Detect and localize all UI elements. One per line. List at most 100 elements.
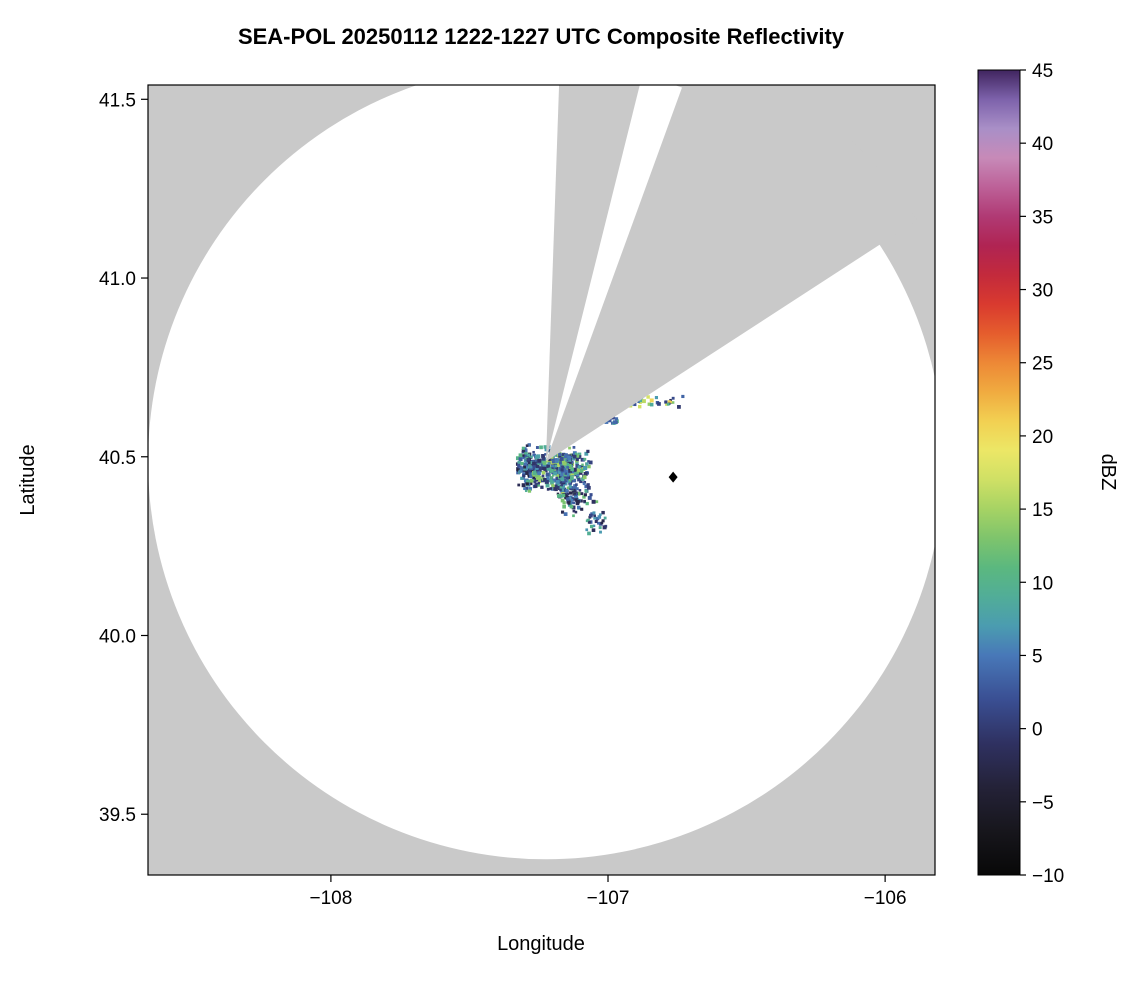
echo-pixel <box>577 477 581 482</box>
echo-pixel <box>563 465 567 469</box>
echo-pixel <box>515 456 520 461</box>
echo-pixel <box>562 468 567 473</box>
echo-pixel <box>584 451 589 456</box>
echo-pixel <box>575 487 579 491</box>
echo-pixel <box>519 466 524 471</box>
colorbar-tick-label: 10 <box>1032 573 1053 594</box>
echo-pixel <box>657 402 661 406</box>
echo-pixel <box>573 492 577 495</box>
echo-pixel <box>654 395 659 400</box>
echo-pixel <box>581 463 584 467</box>
echo-pixel <box>541 456 546 461</box>
echo-pixel <box>576 476 580 480</box>
echo-pixel <box>540 485 544 489</box>
echo-pixel <box>525 444 529 447</box>
y-tick-label: 39.5 <box>99 805 136 826</box>
echo-pixel <box>525 471 529 475</box>
echo-pixel <box>669 398 672 402</box>
echo-pixel <box>592 511 596 515</box>
colorbar-tick-label: 35 <box>1032 207 1053 228</box>
echo-pixel <box>566 492 569 496</box>
echo-pixel <box>552 478 556 482</box>
echo-pixel <box>566 466 569 469</box>
echo-pixel <box>578 455 582 458</box>
echo-pixel <box>554 484 558 488</box>
echo-pixel <box>524 453 528 456</box>
echo-pixel <box>568 491 573 495</box>
echo-pixel <box>523 458 528 463</box>
echo-pixel <box>575 454 580 458</box>
echo-pixel <box>522 474 526 478</box>
echo-pixel <box>549 478 553 482</box>
echo-pixel <box>666 402 670 406</box>
echo-pixel <box>601 519 605 523</box>
echo-pixel <box>568 458 572 462</box>
echo-pixel <box>584 484 589 489</box>
echo-pixel <box>677 405 681 409</box>
echo-pixel <box>521 448 526 453</box>
echo-pixel <box>563 475 567 479</box>
echo-pixel <box>594 519 598 524</box>
echo-pixel <box>681 394 685 399</box>
echo-pixel <box>550 476 553 479</box>
echo-pixel <box>560 477 565 482</box>
echo-pixel <box>579 479 583 484</box>
echo-pixel <box>528 472 532 475</box>
echo-pixel <box>564 453 568 457</box>
echo-pixel <box>536 467 541 472</box>
x-tick-label: −106 <box>864 888 907 909</box>
echo-pixel <box>544 479 549 484</box>
echo-pixel <box>529 482 533 486</box>
echo-pixel <box>561 488 565 492</box>
echo-pixel <box>571 501 574 504</box>
echo-pixel <box>576 491 581 496</box>
echo-pixel <box>529 474 533 478</box>
echo-pixel <box>522 477 525 480</box>
echo-pixel <box>589 524 594 529</box>
echo-pixel <box>542 461 547 466</box>
echo-pixel <box>665 403 668 406</box>
echo-pixel <box>561 453 566 457</box>
chart-title: SEA-POL 20250112 1222-1227 UTC Composite… <box>238 24 845 49</box>
echo-pixel <box>649 398 654 403</box>
echo-pixel <box>521 469 524 473</box>
echo-pixel <box>520 461 524 466</box>
echo-pixel <box>535 446 539 449</box>
echo-pixel <box>548 458 551 462</box>
colorbar-tick-label: 5 <box>1032 646 1043 667</box>
echo-pixel <box>565 476 569 480</box>
echo-pixel <box>671 401 675 404</box>
echo-pixel <box>543 445 548 449</box>
echo-pixel <box>563 454 568 459</box>
x-tick-label: −107 <box>587 888 630 909</box>
echo-pixel <box>637 400 640 403</box>
echo-pixel <box>561 485 566 489</box>
echo-pixel <box>671 396 675 400</box>
echo-pixel <box>583 466 588 471</box>
echo-pixel <box>583 499 586 503</box>
echo-pixel <box>573 488 577 492</box>
echo-pixel <box>578 489 582 492</box>
echo-pixel <box>523 478 528 483</box>
echo-pixel <box>526 467 529 471</box>
echo-pixel <box>579 499 583 503</box>
echo-pixel <box>520 476 524 480</box>
echo-pixel <box>562 501 566 505</box>
echo-pixel <box>527 489 532 493</box>
y-tick-label: 41.0 <box>99 269 136 290</box>
echo-pixel <box>532 450 535 454</box>
echo-pixel <box>570 467 574 472</box>
echo-pixel <box>555 479 560 484</box>
echo-pixel <box>571 469 575 474</box>
colorbar-tick-label: 40 <box>1032 134 1053 155</box>
echo-pixel <box>560 483 564 487</box>
echo-pixel <box>544 453 547 456</box>
echo-pixel <box>575 458 579 462</box>
echo-pixel <box>517 460 522 465</box>
echo-pixel <box>533 453 536 457</box>
echo-pixel <box>569 504 574 509</box>
echo-pixel <box>542 466 546 470</box>
echo-pixel <box>547 462 551 466</box>
echo-pixel <box>587 460 590 463</box>
